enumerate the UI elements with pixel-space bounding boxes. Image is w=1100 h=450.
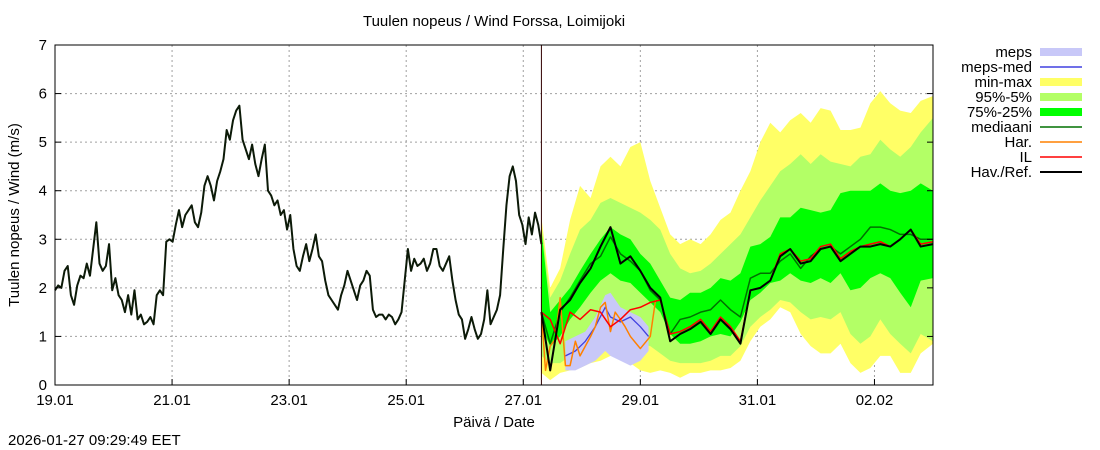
- line-meps-med: [565, 306, 650, 357]
- legend-label-median: mediaani: [971, 119, 1032, 136]
- y-tick-label: 7: [39, 37, 47, 54]
- y-tick-label: 5: [39, 134, 47, 151]
- x-tick-label: 02.02: [856, 392, 894, 409]
- timestamp: 2026-01-27 09:29:49 EET: [8, 432, 181, 449]
- legend-swatch-minmax: [1040, 78, 1082, 86]
- y-tick-label: 1: [39, 328, 47, 345]
- x-tick-label: 31.01: [739, 392, 777, 409]
- line-il: [540, 228, 934, 345]
- y-tick-label: 4: [39, 183, 47, 200]
- line-hav-ref-forecast: [540, 226, 934, 372]
- legend-label-il: IL: [1019, 149, 1032, 166]
- legend-label-meps_med: meps-med: [961, 59, 1032, 76]
- x-tick-label: 19.01: [36, 392, 74, 409]
- legend-swatch-p75_25: [1040, 108, 1082, 116]
- x-tick-label: 25.01: [387, 392, 425, 409]
- legend-swatch-meps: [1040, 48, 1082, 56]
- band-95-5: [541, 117, 933, 364]
- legend-label-obs: Hav./Ref.: [971, 164, 1032, 181]
- x-tick-label: 23.01: [270, 392, 308, 409]
- x-tick-label: 29.01: [622, 392, 660, 409]
- x-tick-label: 21.01: [153, 392, 191, 409]
- legend-swatch-p95_5: [1040, 93, 1082, 101]
- legend-label-minmax: min-max: [974, 74, 1032, 91]
- legend-label-p95_5: 95%-5%: [975, 89, 1032, 106]
- legend: mepsmeps-medmin-max95%-5%75%-25%mediaani…: [961, 44, 1082, 181]
- y-tick-label: 2: [39, 280, 47, 297]
- y-tick-label: 0: [39, 377, 47, 394]
- y-tick-label: 6: [39, 86, 47, 103]
- legend-label-p75_25: 75%-25%: [967, 104, 1032, 121]
- line-observed: [54, 104, 543, 340]
- y-tick-label: 3: [39, 231, 47, 248]
- legend-label-meps: meps: [995, 44, 1032, 61]
- line-median: [540, 226, 933, 345]
- y-axis-label: Tuulen nopeus / Wind (m/s): [6, 123, 23, 307]
- chart-title: Tuulen nopeus / Wind Forssa, Loimijoki: [363, 13, 625, 30]
- band-75-25: [541, 183, 933, 347]
- series-lines: [54, 45, 934, 385]
- x-tick-label: 27.01: [504, 392, 542, 409]
- x-axis-label: Päivä / Date: [453, 414, 535, 431]
- ticks: 0 1 2 3 4 5 6 7 19.01 21.01 23.01 25.01 27.01 29.01 31…: [36, 37, 933, 409]
- plot-frame: [54, 44, 934, 386]
- legend-label-har: Har.: [1004, 134, 1032, 151]
